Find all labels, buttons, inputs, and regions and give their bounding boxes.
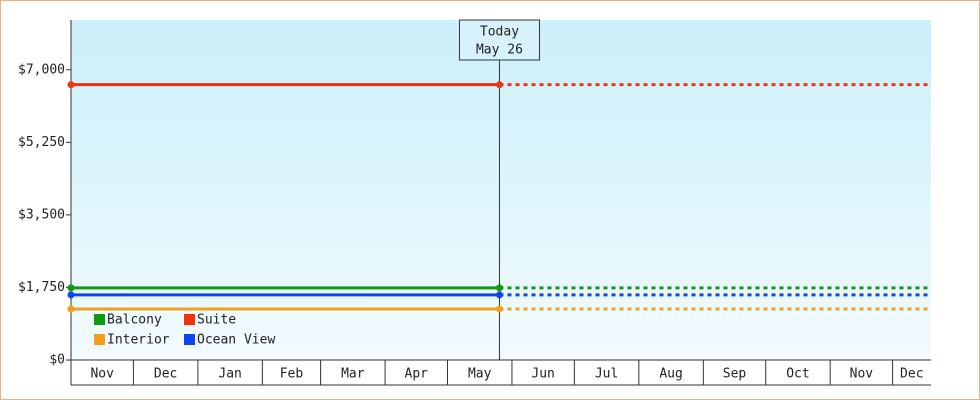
price-dot	[495, 291, 503, 299]
legend-label: Ocean View	[197, 333, 275, 348]
legend-swatch	[184, 314, 195, 325]
legend-label: Interior	[107, 333, 170, 348]
x-tick-label: Dec	[154, 367, 177, 382]
legend-swatch	[184, 334, 195, 345]
y-tick-label: $5,250	[18, 135, 65, 150]
x-tick-label: Feb	[280, 367, 304, 382]
legend-label: Balcony	[107, 313, 162, 328]
legend-label: Suite	[197, 313, 236, 328]
price-dot	[67, 81, 75, 89]
price-dot	[67, 284, 75, 292]
today-title: Today	[480, 25, 519, 40]
legend-swatch	[94, 314, 105, 325]
x-tick-label: Oct	[786, 367, 809, 382]
plot-area	[71, 20, 931, 360]
today-box	[458, 19, 540, 61]
price-dot	[67, 305, 75, 313]
price-dot	[67, 291, 75, 299]
x-tick-label: Jun	[531, 367, 554, 382]
x-tick-label: Apr	[405, 367, 429, 382]
price-dot	[495, 284, 503, 292]
x-tick-label: May	[468, 367, 492, 382]
x-tick-label: Sep	[723, 367, 747, 382]
x-tick-label: Aug	[659, 367, 682, 382]
price-dot	[495, 81, 503, 89]
y-tick-label: $3,500	[18, 207, 65, 222]
x-tick-label: Jul	[595, 367, 618, 382]
x-tick-label: Dec	[900, 367, 923, 382]
today-date: May 26	[476, 43, 523, 58]
x-tick-label: Nov	[850, 367, 874, 382]
x-tick-label: Mar	[341, 367, 365, 382]
y-tick-label: $7,000	[18, 62, 65, 77]
y-tick-label: $0	[49, 353, 65, 368]
x-tick-label: Nov	[90, 367, 114, 382]
x-tick-label: Jan	[218, 367, 241, 382]
legend-swatch	[94, 334, 105, 345]
y-tick-label: $1,750	[18, 280, 65, 295]
price-dot	[495, 305, 503, 313]
